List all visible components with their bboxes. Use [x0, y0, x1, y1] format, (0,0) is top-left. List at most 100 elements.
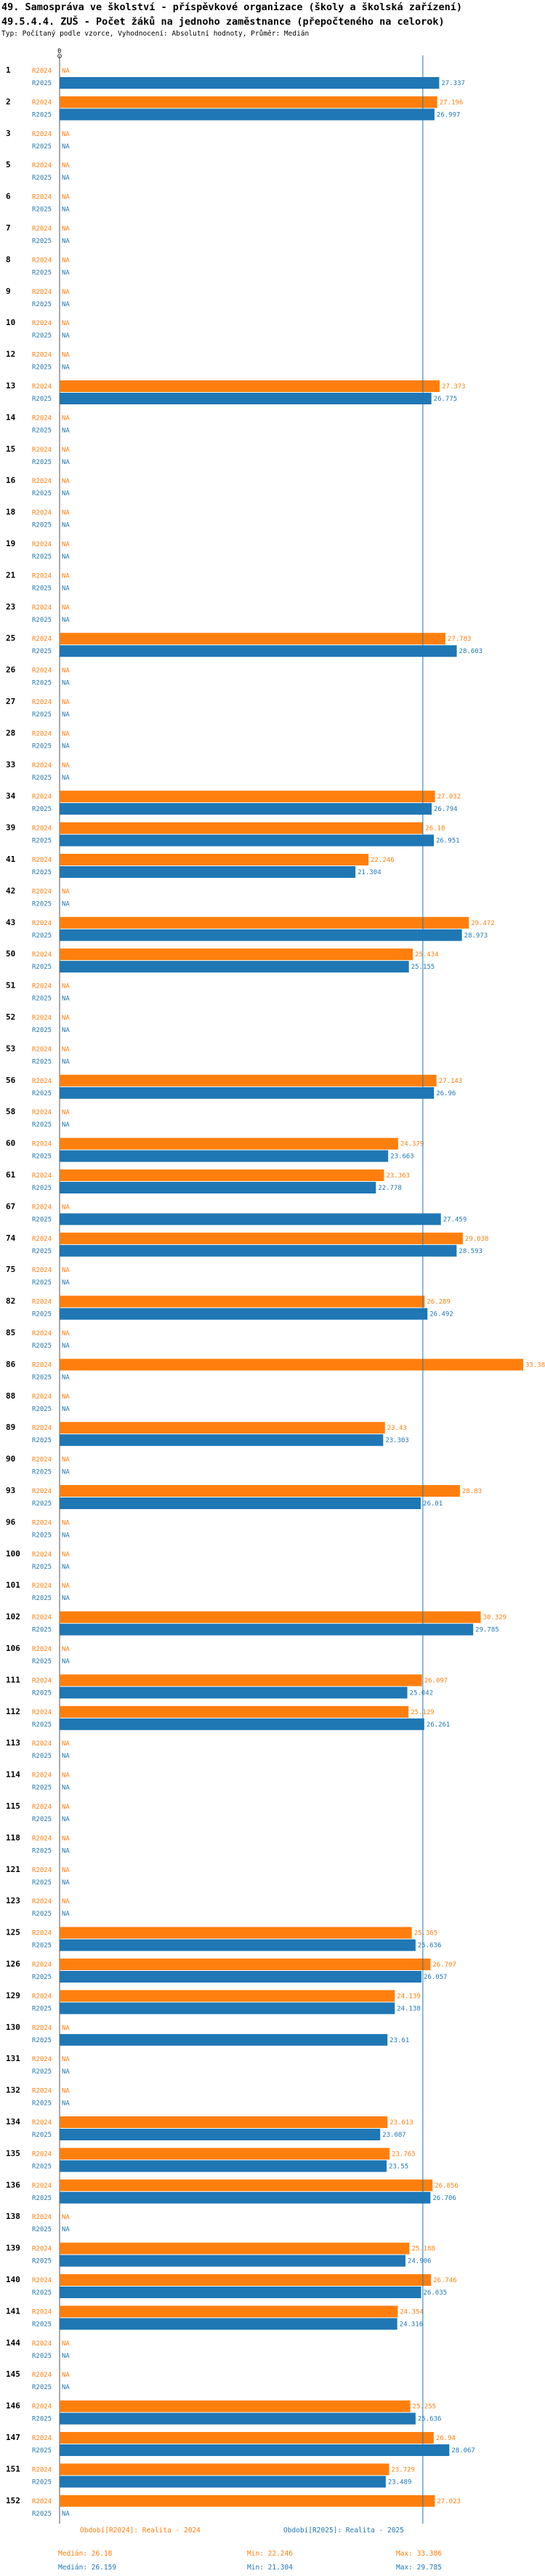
value-label-R2025-100: NA [62, 1564, 70, 1571]
series-label-R2025-39: R2025 [32, 838, 52, 845]
value-label-R2025-139: 24.906 [408, 2258, 432, 2265]
value-label-R2024-51: NA [62, 983, 70, 991]
group-label-134: 134 [6, 2117, 20, 2127]
series-label-R2024-12: R2024 [32, 352, 52, 359]
value-label-R2025-106: NA [62, 1658, 70, 1665]
series-label-R2025-28: R2025 [32, 743, 52, 750]
series-label-R2025-136: R2025 [32, 2195, 52, 2202]
value-label-R2025-101: NA [62, 1595, 70, 1602]
series-label-R2024-131: R2024 [32, 2056, 52, 2063]
bar-R2025-146 [60, 2412, 416, 2425]
value-label-R2024-43: 29.472 [471, 920, 495, 927]
series-label-R2024-53: R2024 [32, 1046, 52, 1053]
series-label-R2025-6: R2025 [32, 207, 52, 214]
bar-R2024-152 [60, 2495, 435, 2507]
chart-title: 49. Samospráva ve školství - příspěvkové… [1, 1, 462, 13]
bar-R2025-74 [60, 1244, 457, 1257]
bar-R2025-136 [60, 2191, 431, 2204]
series-label-R2024-126: R2024 [32, 1961, 52, 1969]
bar-R2025-129 [60, 2002, 395, 2015]
bar-R2024-2 [60, 96, 437, 108]
series-label-R2024-125: R2024 [32, 1930, 52, 1937]
bar-R2024-86 [60, 1359, 523, 1371]
value-label-R2025-152: NA [62, 2511, 70, 2518]
series-label-R2024-86: R2024 [32, 1361, 52, 1369]
series-label-R2025-18: R2025 [32, 522, 52, 529]
series-label-R2025-26: R2025 [32, 680, 52, 687]
series-label-R2025-3: R2025 [32, 143, 52, 151]
series-label-R2024-33: R2024 [32, 762, 52, 769]
bar-R2024-93 [60, 1485, 460, 1497]
series-label-R2024-140: R2024 [32, 2277, 52, 2284]
group-label-147: 147 [6, 2433, 20, 2442]
stat-max-2024: Max: 33.386 [396, 2550, 442, 2558]
value-label-R2024-135: 23.763 [392, 2151, 416, 2158]
chart-subtitle: 49.5.4.4. ZUŠ - Počet žáků na jednoho za… [1, 16, 445, 28]
bar-R2024-50 [60, 948, 413, 961]
series-label-R2025-5: R2025 [32, 175, 52, 182]
group-label-28: 28 [6, 728, 15, 737]
value-label-R2025-129: 24.138 [397, 2005, 421, 2012]
value-label-R2024-75: NA [62, 1267, 70, 1274]
series-label-R2025-1: R2025 [32, 80, 52, 87]
bar-R2024-89 [60, 1422, 385, 1434]
value-label-R2024-126: 26.707 [432, 1961, 456, 1969]
bar-R2025-130 [60, 2033, 388, 2046]
value-label-R2024-61: 23.363 [386, 1172, 410, 1180]
series-label-R2025-34: R2025 [32, 806, 52, 813]
series-label-R2025-12: R2025 [32, 364, 52, 372]
value-label-R2025-26: NA [62, 680, 70, 687]
group-label-16: 16 [6, 476, 16, 485]
value-label-R2024-52: NA [62, 1015, 70, 1022]
value-label-R2024-100: NA [62, 1551, 70, 1559]
value-label-R2025-118: NA [62, 1847, 70, 1855]
value-label-R2025-51: NA [62, 996, 70, 1003]
group-label-102: 102 [6, 1612, 20, 1622]
value-label-R2024-151: 23.729 [391, 2466, 415, 2473]
value-label-R2024-106: NA [62, 1646, 70, 1653]
bar-R2025-112 [60, 1718, 424, 1730]
bar-R2024-43 [60, 916, 469, 929]
value-label-R2025-74: 28.593 [459, 1248, 483, 1255]
series-label-R2025-82: R2025 [32, 1311, 52, 1319]
series-label-R2024-135: R2024 [32, 2151, 52, 2158]
value-label-R2024-90: NA [62, 1457, 70, 1464]
stat-median-2025: Medián: 26.159 [58, 2564, 117, 2572]
series-label-R2024-138: R2024 [32, 2214, 52, 2221]
group-label-34: 34 [6, 791, 16, 801]
series-label-R2024-118: R2024 [32, 1835, 52, 1842]
series-label-R2024-3: R2024 [32, 131, 52, 138]
stat-max-2025: Max: 29.785 [396, 2564, 442, 2572]
value-label-R2025-3: NA [62, 143, 70, 151]
series-label-R2025-100: R2025 [32, 1564, 52, 1571]
series-label-R2025-8: R2025 [32, 269, 52, 276]
value-label-R2025-86: NA [62, 1374, 70, 1381]
series-label-R2025-15: R2025 [32, 459, 52, 466]
bar-R2024-34 [60, 791, 435, 803]
value-label-R2025-67: 27.459 [443, 1216, 467, 1223]
group-label-89: 89 [6, 1423, 15, 1432]
value-label-R2025-112: 26.261 [427, 1721, 451, 1729]
group-label-53: 53 [6, 1044, 15, 1053]
series-label-R2024-7: R2024 [32, 225, 52, 233]
value-label-R2024-134: 23.613 [389, 2119, 413, 2127]
series-label-R2024-141: R2024 [32, 2308, 52, 2316]
series-label-R2025-50: R2025 [32, 964, 52, 971]
series-label-R2024-82: R2024 [32, 1299, 52, 1306]
series-label-R2025-21: R2025 [32, 585, 52, 592]
group-label-43: 43 [6, 918, 15, 927]
value-label-R2024-13: 27.373 [442, 383, 466, 391]
series-label-R2024-111: R2024 [32, 1677, 52, 1684]
series-label-R2025-126: R2025 [32, 1974, 52, 1981]
group-label-121: 121 [6, 1865, 20, 1874]
value-label-R2025-121: NA [62, 1879, 70, 1887]
series-label-R2024-147: R2024 [32, 2435, 52, 2442]
group-label-139: 139 [6, 2244, 20, 2253]
series-label-R2024-10: R2024 [32, 320, 52, 327]
value-label-R2025-8: NA [62, 269, 70, 276]
group-label-141: 141 [6, 2306, 20, 2316]
bar-R2024-41 [60, 854, 369, 865]
value-label-R2025-19: NA [62, 553, 70, 561]
series-label-R2024-26: R2024 [32, 668, 52, 675]
value-label-R2024-140: 26.746 [433, 2277, 457, 2284]
